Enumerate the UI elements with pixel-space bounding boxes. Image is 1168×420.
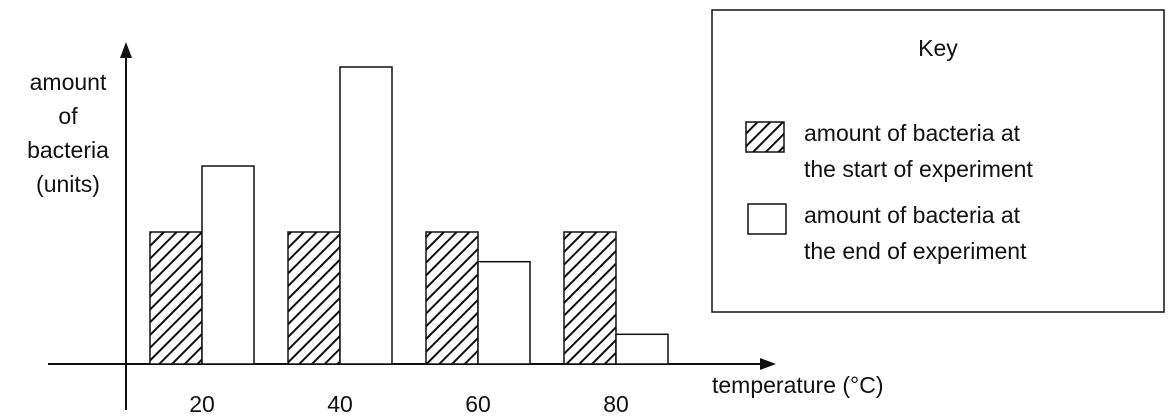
x-tick-label-80: 80 (603, 391, 629, 417)
y-axis (120, 42, 132, 410)
x-tick-label-60: 60 (465, 391, 491, 417)
y-axis-label-line-1: amount (30, 69, 107, 95)
bar-end-80 (615, 333, 669, 365)
legend-title: Key (918, 35, 958, 61)
bar-end-60 (477, 260, 531, 365)
x-tick-label-40: 40 (327, 391, 353, 417)
legend-entry-end-line-1: amount of bacteria at (804, 202, 1021, 228)
legend-entry-end-line-2: the end of experiment (804, 238, 1027, 264)
bar-start-40 (287, 231, 341, 365)
bar-end-20 (201, 165, 255, 365)
legend-entry-start-line-1: amount of bacteria at (804, 120, 1021, 146)
bars-group (149, 66, 669, 365)
y-axis-label-line-4: (units) (36, 171, 100, 197)
x-tick-label-20: 20 (189, 391, 215, 417)
legend-box (711, 9, 1165, 313)
x-tick-labels: 20 40 60 80 (189, 391, 629, 417)
bar-start-20 (149, 231, 203, 365)
legend-entry-start-line-2: the start of experiment (804, 156, 1033, 182)
legend: Key amount of bacteria at the start of e… (711, 9, 1165, 313)
legend-swatch-hatched (745, 121, 785, 153)
x-axis-label: temperature (°C) (712, 372, 884, 398)
bar-start-80 (563, 231, 617, 365)
y-axis-label-line-2: of (58, 103, 78, 129)
y-axis-label-line-3: bacteria (27, 137, 109, 163)
bar-end-40 (339, 66, 393, 365)
legend-swatch-plain (747, 203, 787, 235)
bar-start-60 (425, 231, 479, 365)
